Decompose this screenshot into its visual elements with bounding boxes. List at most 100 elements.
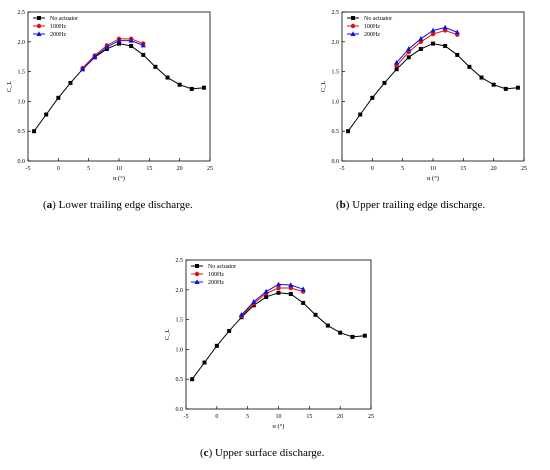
caption-a: (a) Lower trailing edge discharge. [43,199,193,211]
data-point-0 [346,129,351,134]
data-point-0 [68,80,73,85]
data-point-0 [32,129,37,134]
series-line-0 [347,43,518,132]
series-line-2 [241,283,304,316]
data-point-2 [406,46,412,51]
legend-marker [194,271,200,277]
data-point-2 [288,282,294,288]
data-point-0 [467,64,472,69]
y-tick-label: 1.0 [332,99,340,105]
y-tick-label: 2.5 [332,10,340,16]
legend-label: 200Hz [364,32,380,38]
data-point-0 [214,343,219,348]
data-point-2 [116,37,122,43]
caption-b-text: Upper trailing edge discharge. [352,199,486,211]
y-tick-label: 2.5 [176,258,184,264]
data-point-0 [153,64,158,69]
legend-marker [351,16,355,20]
x-tick-label: 5 [246,414,249,420]
data-point-0 [418,46,423,51]
y-tick-label: 1.5 [332,70,340,76]
data-point-0 [44,112,49,117]
chart-c: -5 0 5 10 15 20 25 0.0 0.5 1.0 1.5 2.0 2.5 α (°) C_L No… [164,258,374,430]
data-point-0 [56,95,61,100]
x-axis-label: α (°) [113,175,125,182]
y-tick-label: 1.5 [176,318,184,324]
data-point-0 [350,334,355,339]
data-point-0 [358,112,363,117]
data-point-2 [275,281,282,287]
x-tick-label: 5 [401,166,404,172]
caption-c: (c) Upper surface discharge. [200,447,325,459]
x-tick-label: 20 [491,166,497,172]
caption-c-letter: c [203,447,209,459]
data-point-0 [129,43,134,48]
x-tick-label: 10 [116,166,122,172]
y-tick-label: 1.5 [18,70,26,76]
x-tick-label: 0 [57,166,60,172]
data-point-0 [288,291,293,296]
legend: No actuator 100Hz 200Hz [347,16,392,38]
data-point-0 [503,86,508,91]
x-tick-label: 20 [177,166,183,172]
data-point-0 [202,360,207,365]
x-tick-label: 25 [368,414,374,420]
data-point-2 [128,37,134,43]
data-point-2 [454,29,460,35]
caption-a-letter: a [46,199,53,211]
x-axis-label: α (°) [273,423,285,430]
data-point-0 [276,290,281,295]
y-axis-label: C_L [6,81,13,93]
data-point-0 [406,55,411,60]
data-point-2 [442,24,448,30]
series-line-2 [82,40,144,70]
data-point-0 [201,85,206,90]
data-point-2 [430,27,436,33]
data-point-1 [430,31,436,37]
y-axis-label: C_L [164,329,171,341]
chart-a: -5 0 5 10 15 20 25 0.0 0.5 1.0 1.5 2.0 2.5 α (°) C_L No… [6,10,213,182]
y-tick-label: 0.5 [18,129,26,135]
y-axis-label: C_L [320,81,327,93]
data-point-0 [382,80,387,85]
data-point-0 [264,294,269,299]
x-tick-label: 0 [371,166,374,172]
data-point-0 [190,377,195,382]
data-point-0 [177,82,182,87]
caption-b-letter: b [339,199,346,211]
caption-a-text: Lower trailing edge discharge. [58,199,193,211]
x-tick-label: -5 [26,166,31,172]
data-point-0 [443,43,448,48]
data-point-0 [117,41,121,46]
data-point-0 [362,333,367,338]
data-point-0 [313,312,318,317]
x-tick-label: 25 [207,166,213,172]
data-point-2 [263,288,269,294]
data-point-0 [338,330,343,335]
legend: No actuator 100Hz 200Hz [191,264,236,286]
x-tick-label: 15 [306,414,312,420]
caption-c-text: Upper surface discharge. [214,447,325,459]
data-point-0 [515,85,520,90]
y-tick-label: 2.0 [176,288,184,294]
data-point-2 [238,312,245,317]
x-tick-label: 5 [87,166,90,172]
series-line-0 [33,43,204,132]
data-point-2 [394,59,400,65]
legend-marker [194,279,200,284]
data-point-0 [141,52,146,57]
y-tick-label: 2.0 [18,40,26,46]
x-tick-label: 15 [146,166,152,172]
data-point-0 [227,328,232,333]
x-tick-label: -5 [340,166,345,172]
legend: No actuator 100Hz 200Hz [33,16,78,38]
legend-label: 100Hz [208,272,224,278]
x-tick-label: -5 [184,414,189,420]
y-tick-label: 0.5 [332,129,340,135]
legend-marker [350,31,356,36]
caption-b: (b) Upper trailing edge discharge. [336,199,486,211]
data-point-0 [479,75,484,80]
legend-marker [37,16,41,20]
legend-label: 100Hz [50,24,66,30]
